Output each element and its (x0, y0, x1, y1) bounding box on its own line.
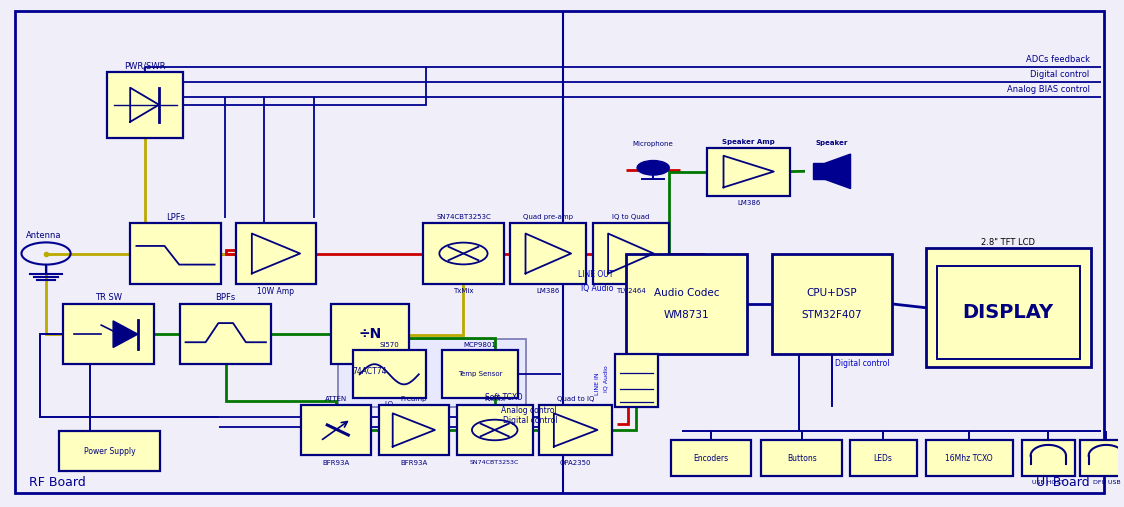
Text: Buttons: Buttons (787, 454, 816, 463)
Text: SN74CBT3253C: SN74CBT3253C (436, 214, 491, 220)
Text: CPU+DSP: CPU+DSP (807, 288, 858, 298)
Bar (379, 405, 448, 455)
Bar (707, 148, 790, 196)
Bar (353, 350, 426, 398)
Text: IQ Audio: IQ Audio (581, 284, 613, 293)
Text: Microphone: Microphone (633, 141, 673, 147)
Text: STM32F407: STM32F407 (801, 310, 862, 320)
Text: 16Mhz TCXO: 16Mhz TCXO (945, 454, 992, 463)
Text: PWR/SWR: PWR/SWR (125, 61, 166, 70)
Bar (1079, 440, 1124, 477)
Text: 10W Amp: 10W Amp (257, 287, 294, 296)
Text: SN74CBT3253C: SN74CBT3253C (470, 460, 519, 465)
Circle shape (637, 161, 669, 175)
Text: IQ Audio: IQ Audio (604, 365, 609, 391)
Text: TxMix: TxMix (453, 288, 473, 295)
Text: SI570: SI570 (380, 342, 399, 348)
Bar (771, 254, 892, 354)
Text: Power Supply: Power Supply (84, 447, 136, 456)
Text: Digital control: Digital control (1031, 70, 1089, 79)
Bar (936, 266, 1079, 359)
Bar (850, 440, 916, 477)
Bar (60, 431, 160, 472)
Bar (626, 254, 747, 354)
Text: USB HOST: USB HOST (1032, 481, 1064, 485)
Bar (1022, 440, 1075, 477)
Bar (338, 339, 526, 407)
Text: Soft TCXO: Soft TCXO (486, 393, 523, 402)
Text: ADCs feedback: ADCs feedback (1025, 55, 1089, 64)
Bar (108, 72, 183, 137)
Text: ÷N: ÷N (359, 327, 381, 341)
Text: IQ to Quad: IQ to Quad (613, 214, 650, 220)
Bar (510, 223, 587, 284)
Text: LPFs: LPFs (166, 213, 185, 222)
Polygon shape (813, 163, 825, 179)
Text: RF Board: RF Board (29, 477, 87, 489)
Text: WM8731: WM8731 (664, 310, 709, 320)
Text: LM386: LM386 (536, 288, 560, 295)
Bar (671, 440, 752, 477)
Text: Speaker: Speaker (816, 139, 847, 146)
Text: Analog control: Analog control (501, 406, 558, 415)
Text: Speaker Amp: Speaker Amp (723, 138, 776, 144)
Text: TLV2464: TLV2464 (616, 288, 646, 295)
Text: Digital control: Digital control (502, 416, 558, 425)
Bar (442, 350, 518, 398)
Text: DFU USB: DFU USB (1093, 481, 1121, 485)
Text: UI Board: UI Board (1036, 477, 1089, 489)
Bar (593, 223, 669, 284)
Text: Audio Codec: Audio Codec (654, 288, 719, 298)
Text: RxMix: RxMix (484, 396, 505, 402)
Bar (925, 440, 1013, 477)
Text: 2.8" TFT LCD: 2.8" TFT LCD (981, 238, 1035, 247)
Text: Temp Sensor: Temp Sensor (457, 371, 502, 377)
Bar (129, 223, 221, 284)
Polygon shape (114, 321, 138, 347)
Text: BFR93A: BFR93A (323, 460, 350, 466)
Text: DISPLAY: DISPLAY (962, 303, 1053, 322)
Bar (236, 223, 316, 284)
Bar (300, 405, 371, 455)
Bar (540, 405, 611, 455)
Text: LINE OUT: LINE OUT (578, 270, 613, 279)
Text: LINE IN: LINE IN (595, 372, 600, 395)
Bar (330, 304, 409, 365)
Text: LEDs: LEDs (873, 454, 892, 463)
Text: 74ACT74: 74ACT74 (353, 368, 387, 377)
Bar (180, 304, 272, 365)
Text: TR SW: TR SW (96, 294, 123, 302)
Text: ATTEN: ATTEN (325, 396, 347, 402)
Text: Quad pre-amp: Quad pre-amp (524, 214, 573, 220)
Text: BFR93A: BFR93A (400, 460, 427, 466)
Text: OPA2350: OPA2350 (560, 460, 591, 466)
Text: Quad to IQ: Quad to IQ (558, 396, 595, 402)
Bar (925, 248, 1090, 367)
Bar (424, 223, 504, 284)
Text: Antenna: Antenna (26, 231, 62, 240)
Text: LM386: LM386 (737, 200, 760, 206)
Text: LO: LO (384, 401, 393, 407)
Text: Preamp: Preamp (400, 396, 427, 402)
Text: Analog BIAS control: Analog BIAS control (1007, 85, 1089, 94)
Text: Digital control: Digital control (835, 359, 890, 369)
Polygon shape (825, 154, 851, 189)
Bar (761, 440, 842, 477)
Text: MCP9801: MCP9801 (464, 342, 497, 348)
Text: BPFs: BPFs (216, 294, 236, 302)
Bar (456, 405, 533, 455)
Bar (615, 354, 658, 407)
Text: Encoders: Encoders (694, 454, 728, 463)
Bar (63, 304, 154, 365)
